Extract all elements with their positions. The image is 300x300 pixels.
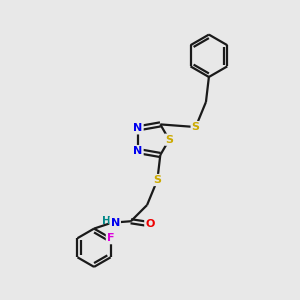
Text: N: N bbox=[133, 146, 142, 156]
Text: S: S bbox=[153, 175, 161, 185]
Text: N: N bbox=[133, 123, 142, 133]
Text: S: S bbox=[192, 122, 200, 132]
Text: N: N bbox=[111, 218, 120, 228]
Text: H: H bbox=[102, 216, 111, 226]
Text: F: F bbox=[107, 233, 114, 243]
Text: S: S bbox=[165, 135, 173, 145]
Text: O: O bbox=[145, 219, 155, 229]
